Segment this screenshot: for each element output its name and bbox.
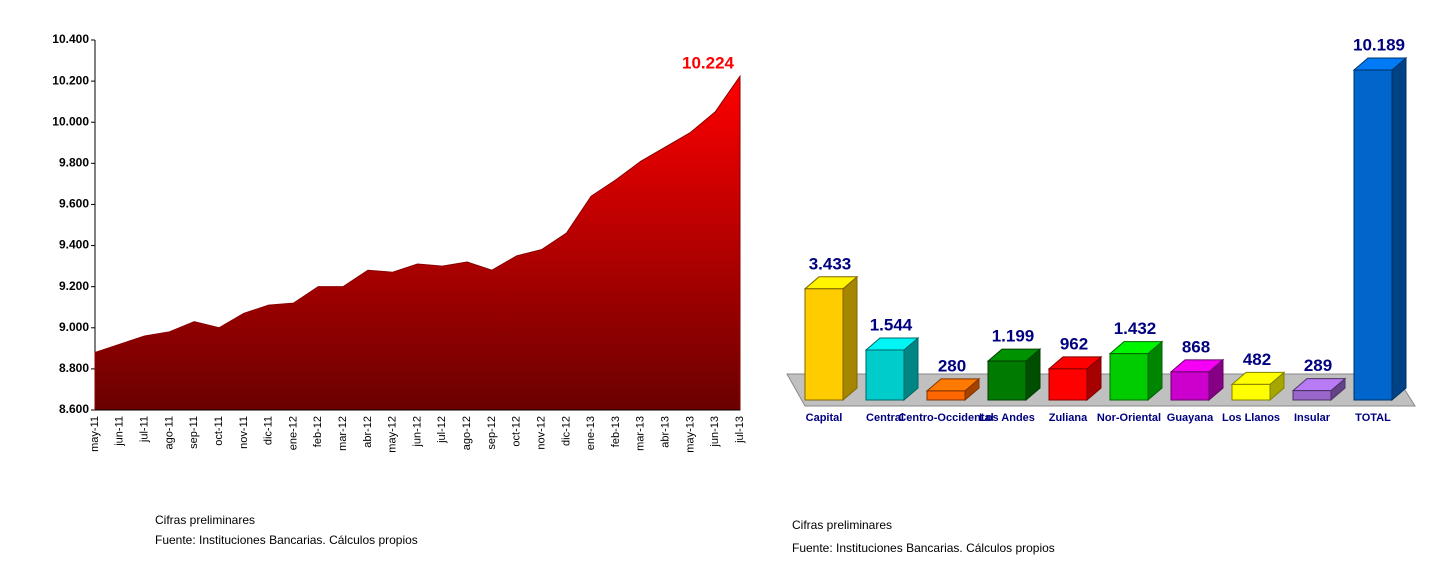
y-tick-label: 8.600 bbox=[59, 402, 89, 416]
x-tick-label: feb-12 bbox=[312, 416, 324, 447]
x-tick-label: dic-12 bbox=[560, 416, 572, 446]
x-tick-label: mar-13 bbox=[635, 416, 647, 451]
x-tick-label: nov-12 bbox=[535, 416, 547, 450]
x-tick-label: oct-12 bbox=[511, 416, 523, 447]
y-tick-label: 9.200 bbox=[59, 279, 89, 293]
y-tick-label: 9.600 bbox=[59, 197, 89, 211]
x-tick-label: jun-13 bbox=[709, 416, 721, 448]
data-label: 868 bbox=[1182, 337, 1210, 356]
x-tick-label: oct-11 bbox=[213, 416, 225, 446]
bar bbox=[987, 360, 1027, 401]
x-tick-label: ene-13 bbox=[585, 416, 597, 450]
data-label: 962 bbox=[1060, 334, 1088, 353]
bar bbox=[1170, 371, 1210, 401]
x-tick-label: feb-13 bbox=[610, 416, 622, 447]
y-tick-label: 10.200 bbox=[52, 73, 89, 87]
bar bbox=[1292, 390, 1332, 401]
x-tick-label: Los Andes bbox=[979, 412, 1035, 424]
bar bbox=[804, 288, 844, 401]
x-tick-label: sep-12 bbox=[486, 416, 498, 450]
bar-side bbox=[1391, 56, 1407, 402]
data-label: 10.189 bbox=[1353, 35, 1405, 54]
data-label: 280 bbox=[938, 356, 966, 375]
x-tick-label: ago-11 bbox=[163, 416, 175, 449]
x-tick-label: jun-11 bbox=[114, 416, 126, 447]
data-label: 1.199 bbox=[992, 327, 1035, 346]
x-tick-label: Insular bbox=[1294, 412, 1331, 424]
note: Fuente: Instituciones Bancarias. Cálculo… bbox=[792, 541, 1055, 555]
x-tick-label: Nor-Oriental bbox=[1097, 412, 1161, 424]
x-tick-label: dic-11 bbox=[263, 416, 275, 445]
x-tick-label: Capital bbox=[806, 412, 843, 424]
y-tick-label: 9.400 bbox=[59, 238, 89, 252]
x-tick-label: TOTAL bbox=[1355, 412, 1391, 424]
data-label: 10.224 bbox=[682, 54, 735, 73]
note: Cifras preliminares bbox=[792, 518, 892, 532]
data-label: 1.432 bbox=[1114, 319, 1157, 338]
x-tick-label: Central bbox=[866, 412, 904, 424]
y-tick-label: 9.000 bbox=[59, 320, 89, 334]
y-tick-label: 10.400 bbox=[52, 32, 89, 46]
y-tick-label: 9.800 bbox=[59, 156, 89, 170]
y-tick-label: 10.000 bbox=[52, 114, 89, 128]
x-tick-label: Centro-Occidental bbox=[898, 412, 993, 424]
note: Cifras preliminares bbox=[155, 513, 255, 527]
bar bbox=[926, 390, 966, 401]
x-tick-label: Guayana bbox=[1167, 412, 1214, 424]
bar bbox=[1353, 69, 1393, 401]
x-tick-label: jul-12 bbox=[436, 416, 448, 444]
bar bbox=[1109, 353, 1149, 401]
bar-side bbox=[842, 275, 858, 402]
x-tick-label: Los Llanos bbox=[1222, 412, 1280, 424]
data-label: 289 bbox=[1304, 356, 1332, 375]
x-tick-label: abr-13 bbox=[659, 416, 671, 448]
x-tick-label: jun-12 bbox=[411, 416, 423, 448]
y-tick-label: 8.800 bbox=[59, 361, 89, 375]
x-tick-label: Zuliana bbox=[1049, 412, 1088, 424]
x-tick-label: may-12 bbox=[387, 416, 399, 453]
bar bbox=[1231, 383, 1271, 401]
x-tick-label: may-11 bbox=[89, 416, 101, 452]
x-tick-label: may-13 bbox=[684, 416, 696, 453]
data-label: 1.544 bbox=[870, 315, 913, 334]
x-tick-label: mar-12 bbox=[337, 416, 349, 451]
bar bbox=[865, 349, 905, 401]
x-tick-label: jul-11 bbox=[139, 416, 151, 443]
x-tick-label: abr-12 bbox=[362, 416, 374, 448]
bar bbox=[1048, 368, 1088, 401]
area bbox=[94, 74, 741, 411]
data-label: 3.433 bbox=[809, 254, 852, 273]
x-tick-label: ene-12 bbox=[287, 416, 299, 450]
data-label: 482 bbox=[1243, 350, 1271, 369]
x-tick-label: sep-11 bbox=[188, 416, 200, 449]
x-tick-label: ago-12 bbox=[461, 416, 473, 450]
x-tick-label: jul-13 bbox=[734, 416, 746, 444]
x-tick-label: nov-11 bbox=[238, 416, 250, 449]
note: Fuente: Instituciones Bancarias. Cálculo… bbox=[155, 533, 418, 547]
